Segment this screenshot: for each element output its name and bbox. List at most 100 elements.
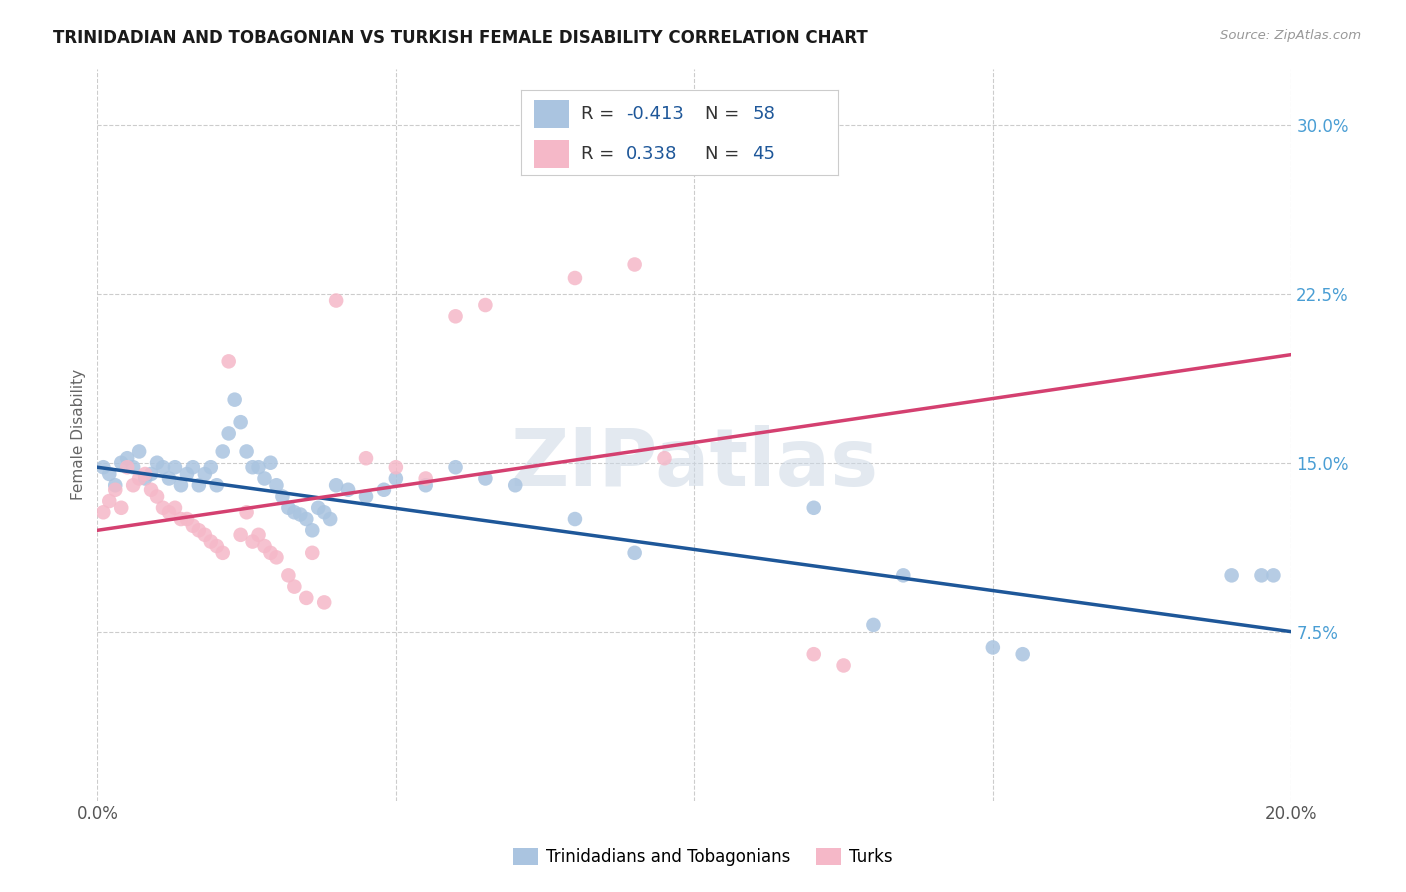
Point [295, 512, 318, 526]
Point [128, 471, 150, 485]
Point [170, 512, 193, 526]
Point [122, 478, 145, 492]
Point [623, 258, 645, 272]
Point [115, 451, 138, 466]
Point [247, 460, 270, 475]
Point [623, 546, 645, 560]
Point [564, 271, 586, 285]
Point [337, 483, 360, 497]
Point [98, 494, 121, 508]
Point [891, 568, 914, 582]
Point [301, 524, 323, 538]
Point [385, 460, 408, 475]
Point [157, 505, 180, 519]
Point [862, 618, 884, 632]
Point [181, 518, 204, 533]
Y-axis label: Female Disability: Female Disability [72, 369, 86, 500]
Point [157, 471, 180, 485]
Point [981, 640, 1004, 655]
Point [134, 471, 156, 485]
Point [205, 478, 228, 492]
Point [385, 471, 408, 485]
Point [314, 505, 336, 519]
Point [1250, 568, 1272, 582]
Point [266, 550, 288, 565]
Point [176, 512, 198, 526]
Point [654, 451, 676, 466]
Point [91, 505, 114, 519]
Point [283, 505, 305, 519]
Point [110, 500, 132, 515]
Point [104, 483, 127, 497]
Point [295, 591, 318, 605]
Point [235, 505, 257, 519]
Point [283, 580, 305, 594]
Point [307, 500, 329, 515]
Point [104, 478, 127, 492]
Point [115, 460, 138, 475]
Point [235, 444, 257, 458]
Point [1220, 568, 1243, 582]
Point [325, 293, 347, 308]
Point [803, 500, 825, 515]
Point [242, 460, 264, 475]
Point [277, 500, 299, 515]
Point [354, 451, 377, 466]
Point [229, 528, 252, 542]
Point [187, 524, 209, 538]
Point [314, 595, 336, 609]
Point [503, 478, 526, 492]
Point [444, 460, 467, 475]
Point [247, 528, 270, 542]
Point [242, 534, 264, 549]
Point [205, 539, 228, 553]
Point [170, 478, 193, 492]
Point [194, 528, 217, 542]
Point [146, 490, 169, 504]
Point [181, 460, 204, 475]
Point [152, 500, 174, 515]
Point [474, 298, 496, 312]
Point [152, 460, 174, 475]
Point [832, 658, 855, 673]
Point [415, 471, 437, 485]
Point [176, 467, 198, 481]
Point [110, 456, 132, 470]
Point [253, 471, 276, 485]
Text: ZIPatlas: ZIPatlas [510, 425, 879, 503]
Point [200, 460, 222, 475]
Legend: Trinidadians and Tobagonians, Turks: Trinidadians and Tobagonians, Turks [506, 841, 900, 873]
Point [564, 512, 586, 526]
Point [301, 546, 323, 560]
Point [1011, 647, 1033, 661]
Point [415, 478, 437, 492]
Point [211, 444, 233, 458]
Point [128, 444, 150, 458]
Point [474, 471, 496, 485]
Point [444, 310, 467, 324]
Point [200, 534, 222, 549]
Point [266, 478, 288, 492]
Point [224, 392, 246, 407]
Text: TRINIDADIAN AND TOBAGONIAN VS TURKISH FEMALE DISABILITY CORRELATION CHART: TRINIDADIAN AND TOBAGONIAN VS TURKISH FE… [53, 29, 868, 46]
Point [139, 483, 162, 497]
Point [187, 478, 209, 492]
Point [218, 426, 240, 441]
Point [122, 460, 145, 475]
Point [194, 467, 217, 481]
Point [134, 467, 156, 481]
Point [319, 512, 342, 526]
Point [277, 568, 299, 582]
Point [218, 354, 240, 368]
Point [98, 467, 121, 481]
Point [91, 460, 114, 475]
Point [373, 483, 395, 497]
Point [1263, 568, 1285, 582]
Text: Source: ZipAtlas.com: Source: ZipAtlas.com [1220, 29, 1361, 42]
Point [354, 490, 377, 504]
Point [163, 500, 186, 515]
Point [163, 460, 186, 475]
Point [253, 539, 276, 553]
Point [229, 415, 252, 429]
Point [211, 546, 233, 560]
